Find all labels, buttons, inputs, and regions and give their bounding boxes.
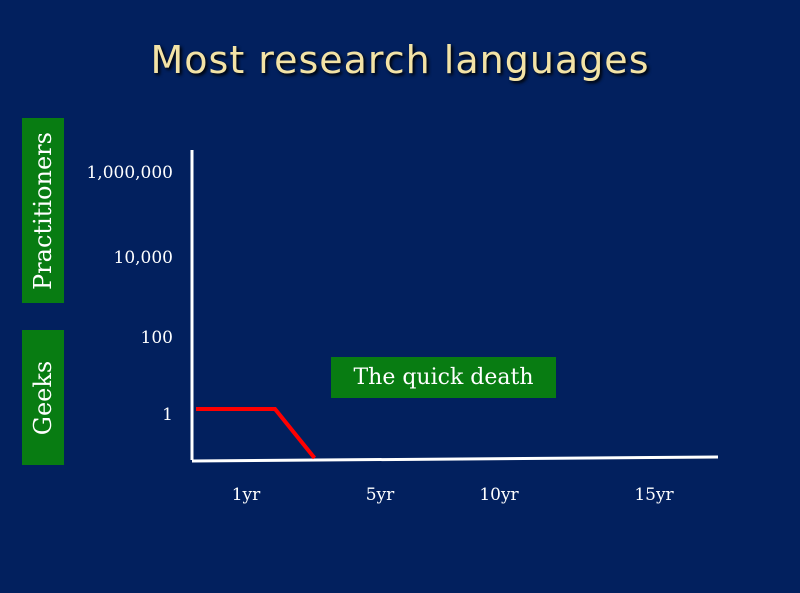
x-tick-label: 1yr [232, 485, 261, 505]
geeks-label-box: Geeks [22, 330, 64, 465]
x-tick-labels: 1yr 5yr 10yr 15yr [232, 485, 675, 505]
y-tick-label: 1 [162, 405, 173, 425]
y-tick-label: 1,000,000 [86, 163, 173, 183]
y-tick-label: 10,000 [114, 248, 173, 268]
y-tick-labels: 1,000,000 10,000 100 1 [86, 163, 173, 425]
slide-title: Most research languages [150, 38, 650, 82]
practitioners-label-box: Practitioners [22, 118, 64, 303]
quick-death-annotation: The quick death [331, 357, 556, 398]
x-tick-label: 10yr [479, 485, 519, 505]
x-axis [191, 455, 719, 463]
y-tick-label: 100 [141, 328, 173, 348]
x-tick-label: 5yr [366, 485, 395, 505]
series-group [196, 407, 317, 460]
series-line [196, 407, 317, 460]
x-tick-label: 15yr [634, 485, 674, 505]
